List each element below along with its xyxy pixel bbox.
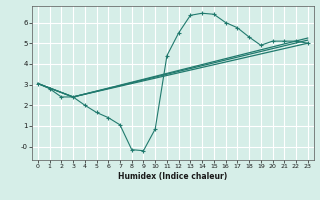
X-axis label: Humidex (Indice chaleur): Humidex (Indice chaleur) xyxy=(118,172,228,181)
